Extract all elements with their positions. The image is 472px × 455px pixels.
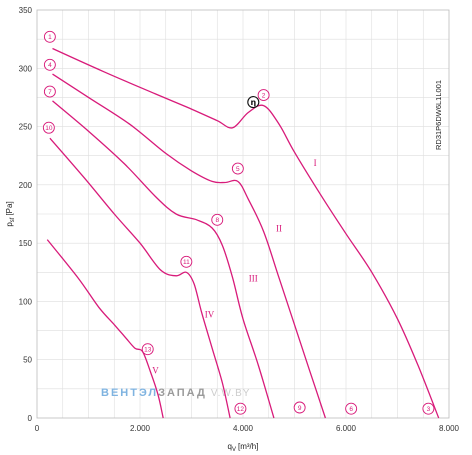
curve-marker-circle — [422, 402, 435, 415]
curve-marker-circle — [180, 255, 193, 268]
curve-marker-label: 2 — [262, 92, 266, 99]
x-tick-label: 4.000 — [233, 424, 254, 433]
curve-line-2 — [52, 73, 327, 419]
curve-line-4 — [49, 137, 231, 419]
curve-marker: 11 — [180, 255, 193, 268]
curve-marker-label: 1 — [48, 34, 52, 41]
curve-marker: 5 — [231, 162, 244, 175]
curve-marker-circle — [211, 213, 224, 226]
zone-label: I — [314, 158, 317, 168]
x-axis-title: qV [m³/h] — [228, 442, 259, 453]
curve-marker-label: 5 — [236, 166, 240, 173]
y-axis-title-subscript: sf — [10, 217, 16, 222]
y-axis-title-symbol: p — [5, 222, 14, 227]
watermark-part-3: V.W.BY — [211, 388, 251, 399]
y-tick-label: 300 — [19, 64, 33, 73]
y-tick-label: 0 — [28, 414, 33, 423]
curve-marker: 2 — [257, 89, 270, 102]
curve-marker: 6 — [345, 402, 358, 415]
curve-marker-label: 9 — [298, 405, 302, 412]
watermark-part-1: ВЕНТЭЛ — [101, 387, 158, 399]
x-axis-title-unit: [m³/h] — [238, 442, 258, 451]
y-axis-title-unit: [Pa] — [5, 201, 14, 215]
y-axis-title: psf [Pa] — [5, 201, 16, 226]
curve-marker-circle — [345, 402, 358, 415]
efficiency-marker-label: η — [250, 98, 256, 107]
curve-marker-circle — [43, 58, 56, 71]
curve-marker-label: 8 — [215, 217, 219, 224]
curve-line-3 — [52, 100, 275, 419]
curve-marker: 7 — [43, 85, 56, 98]
x-tick-label: 0 — [35, 424, 40, 433]
efficiency-marker-circle — [247, 96, 260, 109]
curve-marker: 4 — [43, 58, 56, 71]
x-axis-title-subscript: V — [232, 447, 236, 453]
curve-line-1 — [52, 47, 440, 419]
x-tick-label: 8.000 — [439, 424, 460, 433]
y-tick-label: 150 — [19, 239, 33, 248]
curve-marker-label: 10 — [45, 125, 53, 132]
y-tick-label: 200 — [19, 181, 33, 190]
y-tick-label: 100 — [19, 297, 33, 306]
curve-marker: 10 — [42, 121, 55, 134]
curve-marker: 1 — [43, 30, 56, 43]
curve-marker-label: 4 — [48, 62, 52, 69]
curve-marker-label: 11 — [183, 259, 190, 266]
curve-marker-circle — [43, 30, 56, 43]
x-tick-label: 2.000 — [130, 424, 151, 433]
curve-marker-circle — [257, 89, 270, 102]
watermark-part-2: ЗАПАД — [158, 387, 207, 399]
zone-label: II — [276, 223, 282, 233]
curve-marker-label: 13 — [144, 347, 152, 354]
y-tick-label: 250 — [19, 123, 33, 132]
watermark: ВЕНТЭЛЗАПАД V.W.BY — [101, 387, 250, 399]
efficiency-marker: η — [247, 96, 260, 109]
curve-series — [46, 47, 440, 419]
curve-marker-circle — [293, 401, 306, 414]
curve-marker-label: 7 — [48, 89, 52, 96]
zone-label: V — [152, 366, 159, 376]
x-axis-title-symbol: q — [228, 442, 232, 451]
curve-marker-circle — [234, 402, 247, 415]
curve-marker: 13 — [141, 343, 154, 356]
curve-marker-circle — [231, 162, 244, 175]
grid-lines — [37, 10, 449, 418]
y-tick-label: 350 — [19, 6, 33, 15]
x-axis-ticks: 0 2.000 4.000 6.000 8.000 — [35, 424, 460, 433]
model-code: RD31P6DW6L1L001 — [434, 80, 443, 150]
curve-marker: 8 — [211, 213, 224, 226]
x-tick-label: 6.000 — [336, 424, 357, 433]
curve-marker-label: 6 — [349, 406, 353, 413]
curve-marker-circle — [43, 85, 56, 98]
curve-line-5 — [46, 239, 164, 419]
zone-label: III — [249, 274, 258, 284]
curve-marker-label: 12 — [237, 406, 245, 413]
zone-label: IV — [205, 310, 215, 320]
curve-marker: 12 — [234, 402, 247, 415]
plot-frame — [36, 9, 450, 419]
curve-marker: 9 — [293, 401, 306, 414]
curve-marker-circle — [141, 343, 154, 356]
y-axis-ticks: 0 50 100 150 200 250 300 350 — [19, 6, 33, 423]
curve-marker: 3 — [422, 402, 435, 415]
curve-marker-circle — [42, 121, 55, 134]
curve-marker-label: 3 — [427, 406, 431, 413]
y-tick-label: 50 — [23, 356, 32, 365]
